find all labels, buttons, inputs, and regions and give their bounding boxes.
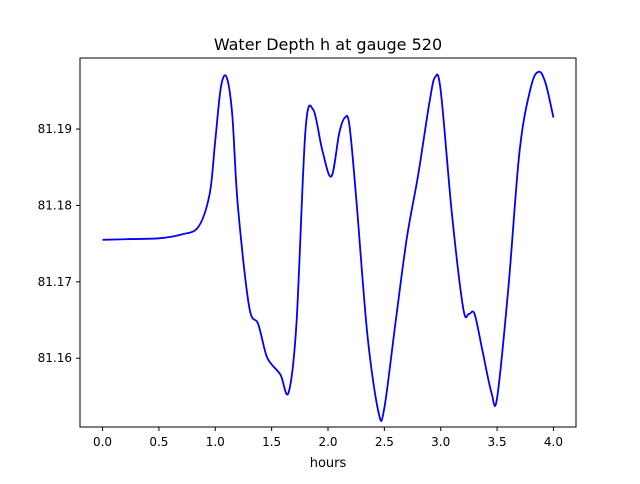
y-tick-label: 81.19 [38, 122, 72, 136]
plot-area-background [80, 58, 576, 427]
chart-title: Water Depth h at gauge 520 [214, 35, 442, 54]
x-tick-label: 4.0 [544, 435, 563, 449]
x-tick-label: 0.5 [149, 435, 168, 449]
x-tick-label: 2.0 [318, 435, 337, 449]
x-axis-label: hours [310, 456, 347, 471]
y-tick-label: 81.18 [38, 198, 72, 212]
y-axis: 81.16 81.17 81.18 81.19 [38, 122, 80, 365]
series-layer [102, 70, 555, 422]
x-tick-label: 3.5 [488, 435, 507, 449]
x-tick-label: 3.0 [431, 435, 450, 449]
y-tick-label: 81.17 [38, 275, 72, 289]
x-tick-label: 1.5 [262, 435, 281, 449]
series-line [102, 70, 555, 422]
x-tick-label: 1.0 [206, 435, 225, 449]
x-axis: 0.0 0.5 1.0 1.5 2.0 2.5 3.0 3.5 4.0 [93, 427, 563, 449]
plot-frame [79, 57, 577, 428]
y-tick-label: 81.16 [38, 351, 72, 365]
x-tick-label: 2.5 [375, 435, 394, 449]
x-tick-label: 0.0 [93, 435, 112, 449]
